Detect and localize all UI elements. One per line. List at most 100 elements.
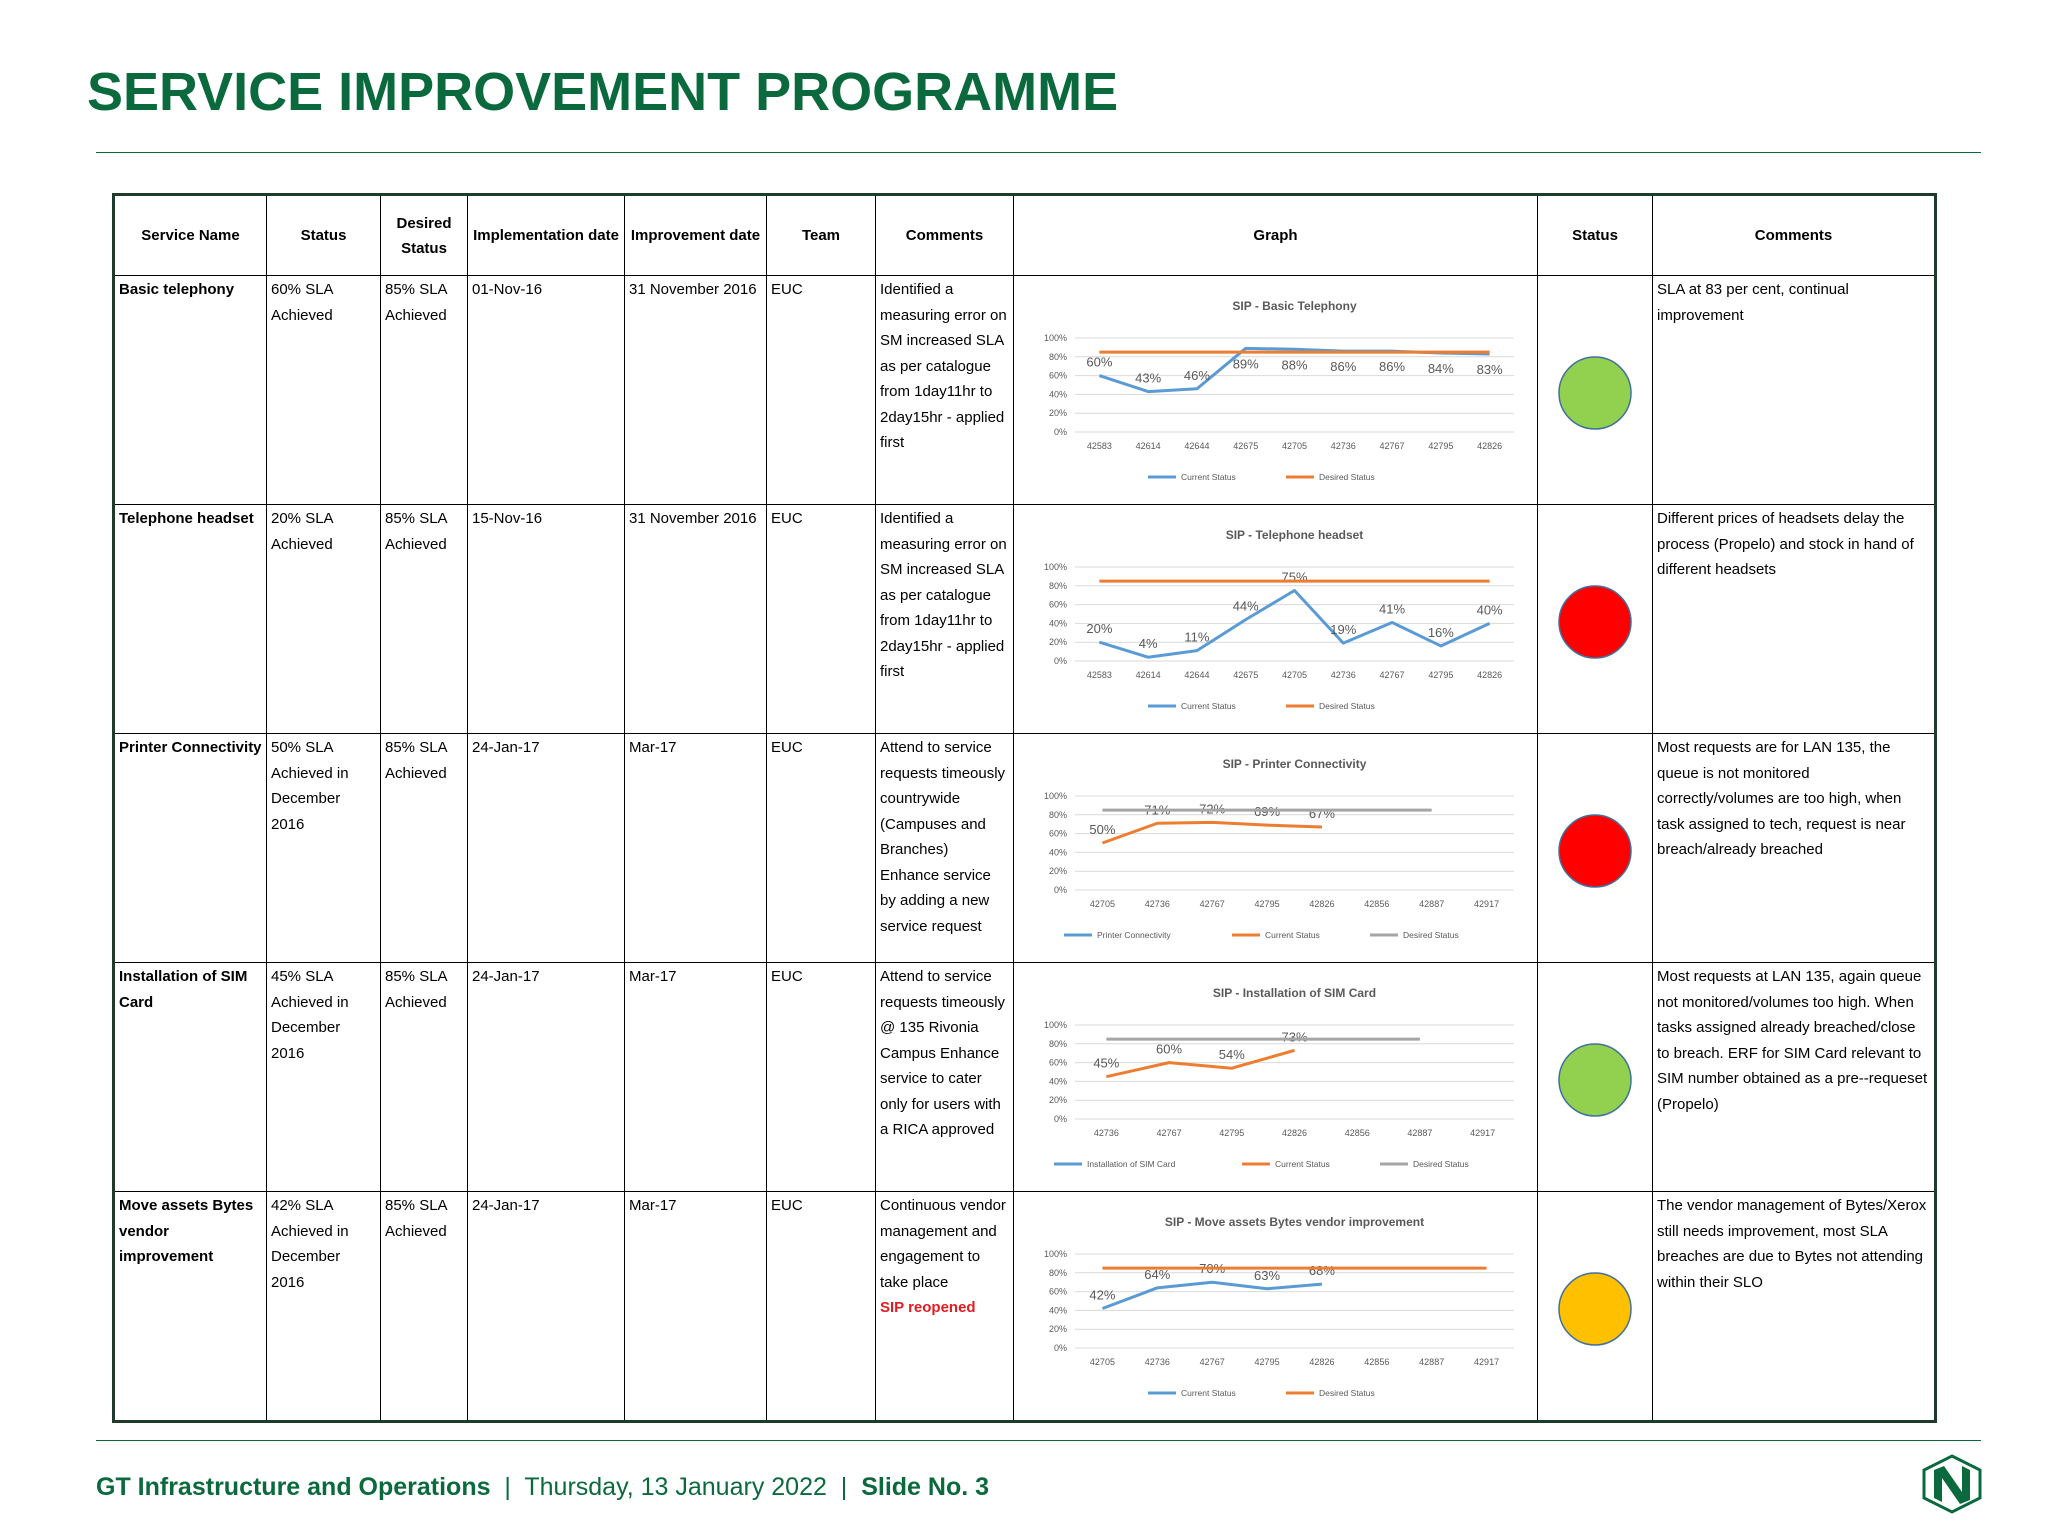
y-tick-label: 60% [1049, 1058, 1067, 1068]
comments-text: Attend to service requests timeously @ 1… [880, 968, 1006, 1138]
table-cell: 15-Nov-16 [467, 504, 625, 734]
column-header: Service Name [113, 194, 267, 276]
table-cell: EUC [766, 1191, 876, 1422]
x-tick-label: 42736 [1331, 441, 1356, 451]
x-tick-label: 42736 [1145, 1357, 1170, 1367]
status-comments-text: Most requests are for LAN 135, the queue… [1657, 739, 1906, 858]
table-cell: Different prices of headsets delay the p… [1652, 504, 1936, 734]
title-rule [96, 152, 1981, 153]
data-label: 44% [1233, 599, 1259, 614]
data-label: 83% [1477, 362, 1503, 377]
x-tick-label: 42705 [1282, 441, 1307, 451]
implementation-date: 24-Jan-17 [468, 1192, 624, 1420]
implementation-date-text: 24-Jan-17 [472, 968, 540, 985]
table-cell: 85% SLA Achieved [380, 733, 468, 963]
y-tick-label: 20% [1049, 408, 1067, 418]
y-tick-label: 40% [1049, 389, 1067, 399]
status-comments-text: The vendor management of Bytes/Xerox sti… [1657, 1197, 1927, 1291]
team: EUC [767, 734, 875, 962]
x-tick-label: 42917 [1470, 1128, 1495, 1138]
implementation-date: 24-Jan-17 [468, 963, 624, 1191]
desired-status: 85% SLA Achieved [381, 734, 467, 962]
data-label: 69% [1254, 804, 1280, 819]
table-cell: Mar-17 [624, 962, 767, 1192]
data-label: 41% [1379, 601, 1405, 616]
status-comments-text: Different prices of headsets delay the p… [1657, 510, 1914, 578]
status-cell [1537, 504, 1653, 734]
y-tick-label: 100% [1044, 1249, 1067, 1259]
team-text: EUC [771, 968, 803, 985]
column-header: Improvement date [624, 194, 767, 276]
line-chart: SIP - Basic Telephony 0% 20% 40% 60% 80% 100% 4… [1044, 299, 1514, 482]
desired-status-text: 85% SLA Achieved [385, 510, 447, 553]
data-label: 88% [1281, 357, 1307, 372]
table-cell: Identified a measuring error on SM incre… [875, 275, 1014, 505]
data-label: 11% [1184, 630, 1209, 645]
team: EUC [767, 1192, 875, 1420]
implementation-date-text: 24-Jan-17 [472, 1197, 540, 1214]
graph-cell: SIP - Installation of SIM Card 0% 20% 40% 60… [1013, 962, 1538, 1192]
series-line [1098, 589, 1491, 659]
table-cell: Most requests are for LAN 135, the queue… [1652, 733, 1936, 963]
x-tick-label: 42705 [1282, 670, 1307, 680]
legend-label: Desired Status [1319, 1388, 1375, 1398]
data-label: 86% [1379, 359, 1405, 374]
data-label: 43% [1135, 371, 1161, 386]
comments-text: Identified a measuring error on SM incre… [880, 281, 1007, 451]
improvement-date: Mar-17 [625, 1192, 766, 1420]
y-tick-label: 0% [1054, 1114, 1067, 1124]
slide-title: SERVICE IMPROVEMENT PROGRAMME [87, 62, 1119, 122]
desired-status-text: 85% SLA Achieved [385, 1197, 447, 1240]
comments: Identified a measuring error on SM incre… [876, 276, 1013, 504]
team-text: EUC [771, 281, 803, 298]
y-tick-label: 20% [1049, 637, 1067, 647]
improvement-date-text: Mar-17 [629, 739, 677, 756]
table-cell: Mar-17 [624, 733, 767, 963]
table-cell: 31 November 2016 [624, 275, 767, 505]
data-label: 20% [1086, 621, 1112, 636]
graph-cell: SIP - Telephone headset 0% 20% 40% 60% 80% 100… [1013, 504, 1538, 734]
y-tick-label: 20% [1049, 1324, 1067, 1334]
improvement-date-text: Mar-17 [629, 1197, 677, 1214]
data-label: 46% [1184, 368, 1210, 383]
table-cell: Mar-17 [624, 1191, 767, 1422]
data-label: 89% [1233, 356, 1259, 371]
column-header: Graph [1013, 194, 1538, 276]
x-tick-label: 42795 [1219, 1128, 1244, 1138]
table-cell: EUC [766, 733, 876, 963]
table-cell: Basic telephony [113, 275, 267, 505]
comments: Attend to service requests timeously @ 1… [876, 963, 1013, 1191]
implementation-date: 24-Jan-17 [468, 734, 624, 962]
table-cell: Continuous vendor management and engagem… [875, 1191, 1014, 1422]
x-tick-label: 42583 [1087, 670, 1112, 680]
footer-rule [96, 1440, 1981, 1441]
table-cell: 45% SLA Achieved in December 2016 [266, 962, 381, 1192]
footer-date: Thursday, 13 January 2022 [524, 1473, 827, 1501]
status-light [1558, 585, 1632, 659]
service-name: Basic telephony [115, 276, 266, 504]
status-comments: SLA at 83 per cent, continual improvemen… [1653, 276, 1934, 504]
service-name-text: Installation of SIM Card [119, 968, 248, 1011]
y-tick-label: 60% [1049, 600, 1067, 610]
implementation-date-text: 24-Jan-17 [472, 739, 540, 756]
status-indicator [1558, 356, 1632, 430]
x-tick-label: 42736 [1145, 899, 1170, 909]
desired-status: 85% SLA Achieved [381, 963, 467, 1191]
table-cell: 24-Jan-17 [467, 962, 625, 1192]
comments-text: Identified a measuring error on SM incre… [880, 510, 1007, 680]
y-tick-label: 0% [1054, 427, 1067, 437]
status-cell [1537, 275, 1653, 505]
status: 50% SLA Achieved in December 2016 [267, 734, 380, 962]
team: EUC [767, 963, 875, 1191]
table-cell: Most requests at LAN 135, again queue no… [1652, 962, 1936, 1192]
table-row: Printer Connectivity 50% SLA Achieved in … [113, 733, 1936, 963]
comments-note: SIP reopened [880, 1299, 976, 1316]
status: 42% SLA Achieved in December 2016 [267, 1192, 380, 1420]
footer-separator: | [840, 1473, 848, 1501]
table-cell: 85% SLA Achieved [380, 1191, 468, 1422]
implementation-date-text: 01-Nov-16 [472, 281, 543, 298]
legend-label: Current Status [1275, 1159, 1330, 1169]
y-tick-label: 80% [1049, 352, 1067, 362]
sip-table: Service Name Status Desired Status Implemen… [112, 193, 1937, 1423]
